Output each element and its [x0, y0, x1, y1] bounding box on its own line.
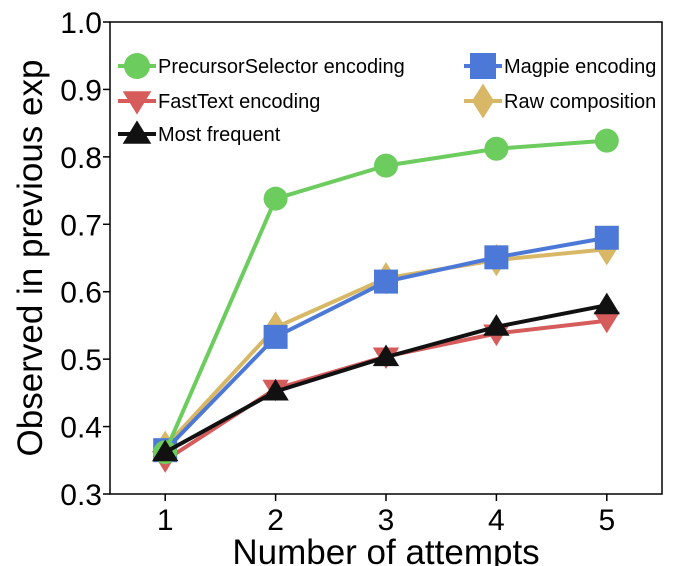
x-tick-label: 1: [157, 504, 174, 537]
data-point: [594, 225, 619, 250]
legend: PrecursorSelector encoding Magpie encodin…: [118, 53, 656, 146]
y-tick-label: 1.0: [60, 7, 102, 40]
data-point: [483, 314, 510, 336]
y-tick-label: 0.7: [60, 209, 102, 242]
legend-marker: [122, 120, 152, 144]
data-point: [593, 311, 620, 334]
y-tick-label: 0.9: [60, 74, 102, 107]
legend-marker: [122, 91, 152, 115]
x-tick-label: 5: [598, 504, 615, 537]
data-point: [152, 439, 179, 462]
x-axis: 1 2 3 4 5: [157, 494, 615, 537]
y-tick-label: 0.8: [60, 142, 102, 175]
x-axis-label: Number of attempts: [232, 533, 539, 566]
legend-item: FastText encoding: [118, 91, 320, 115]
y-tick-label: 0.3: [60, 479, 102, 512]
data-point: [594, 128, 619, 153]
legend-label: Magpie encoding: [504, 56, 656, 78]
series-line: [164, 318, 608, 462]
legend-item: Most frequent: [118, 120, 281, 146]
data-point: [593, 292, 620, 315]
legend-item: Magpie encoding: [464, 53, 656, 79]
data-point: [484, 136, 509, 161]
data-point: [484, 245, 509, 270]
x-tick-label: 4: [488, 504, 505, 537]
legend-marker: [124, 53, 150, 79]
series-precursorselector-encoding: [153, 128, 619, 465]
legend-item: Raw composition: [464, 83, 656, 119]
y-tick-label: 0.6: [60, 277, 102, 310]
x-tick-label: 3: [378, 504, 395, 537]
y-tick-label: 0.5: [60, 344, 102, 377]
data-point: [374, 153, 398, 178]
data-point: [263, 186, 288, 211]
legend-label: FastText encoding: [158, 91, 320, 113]
data-point: [374, 269, 398, 294]
y-axis: 0.3 0.4 0.5 0.6 0.7 0.8 0.9 1.0: [60, 7, 110, 512]
legend-item: PrecursorSelector encoding: [118, 53, 405, 79]
series-line: [163, 138, 607, 453]
y-tick-label: 0.4: [60, 412, 102, 445]
legend-label: Most frequent: [158, 124, 281, 146]
series-layer: [152, 128, 620, 473]
series-most-frequent: [152, 292, 620, 462]
legend-label: PrecursorSelector encoding: [158, 56, 405, 78]
data-point: [263, 324, 288, 349]
data-point: [262, 378, 289, 401]
legend-label: Raw composition: [504, 91, 656, 113]
legend-marker: [471, 83, 495, 119]
x-tick-label: 2: [267, 504, 284, 537]
y-axis-label: Observed in previous exp: [11, 60, 50, 457]
series-magpie-encoding: [153, 225, 619, 463]
legend-marker: [470, 53, 496, 79]
data-point: [372, 344, 400, 367]
